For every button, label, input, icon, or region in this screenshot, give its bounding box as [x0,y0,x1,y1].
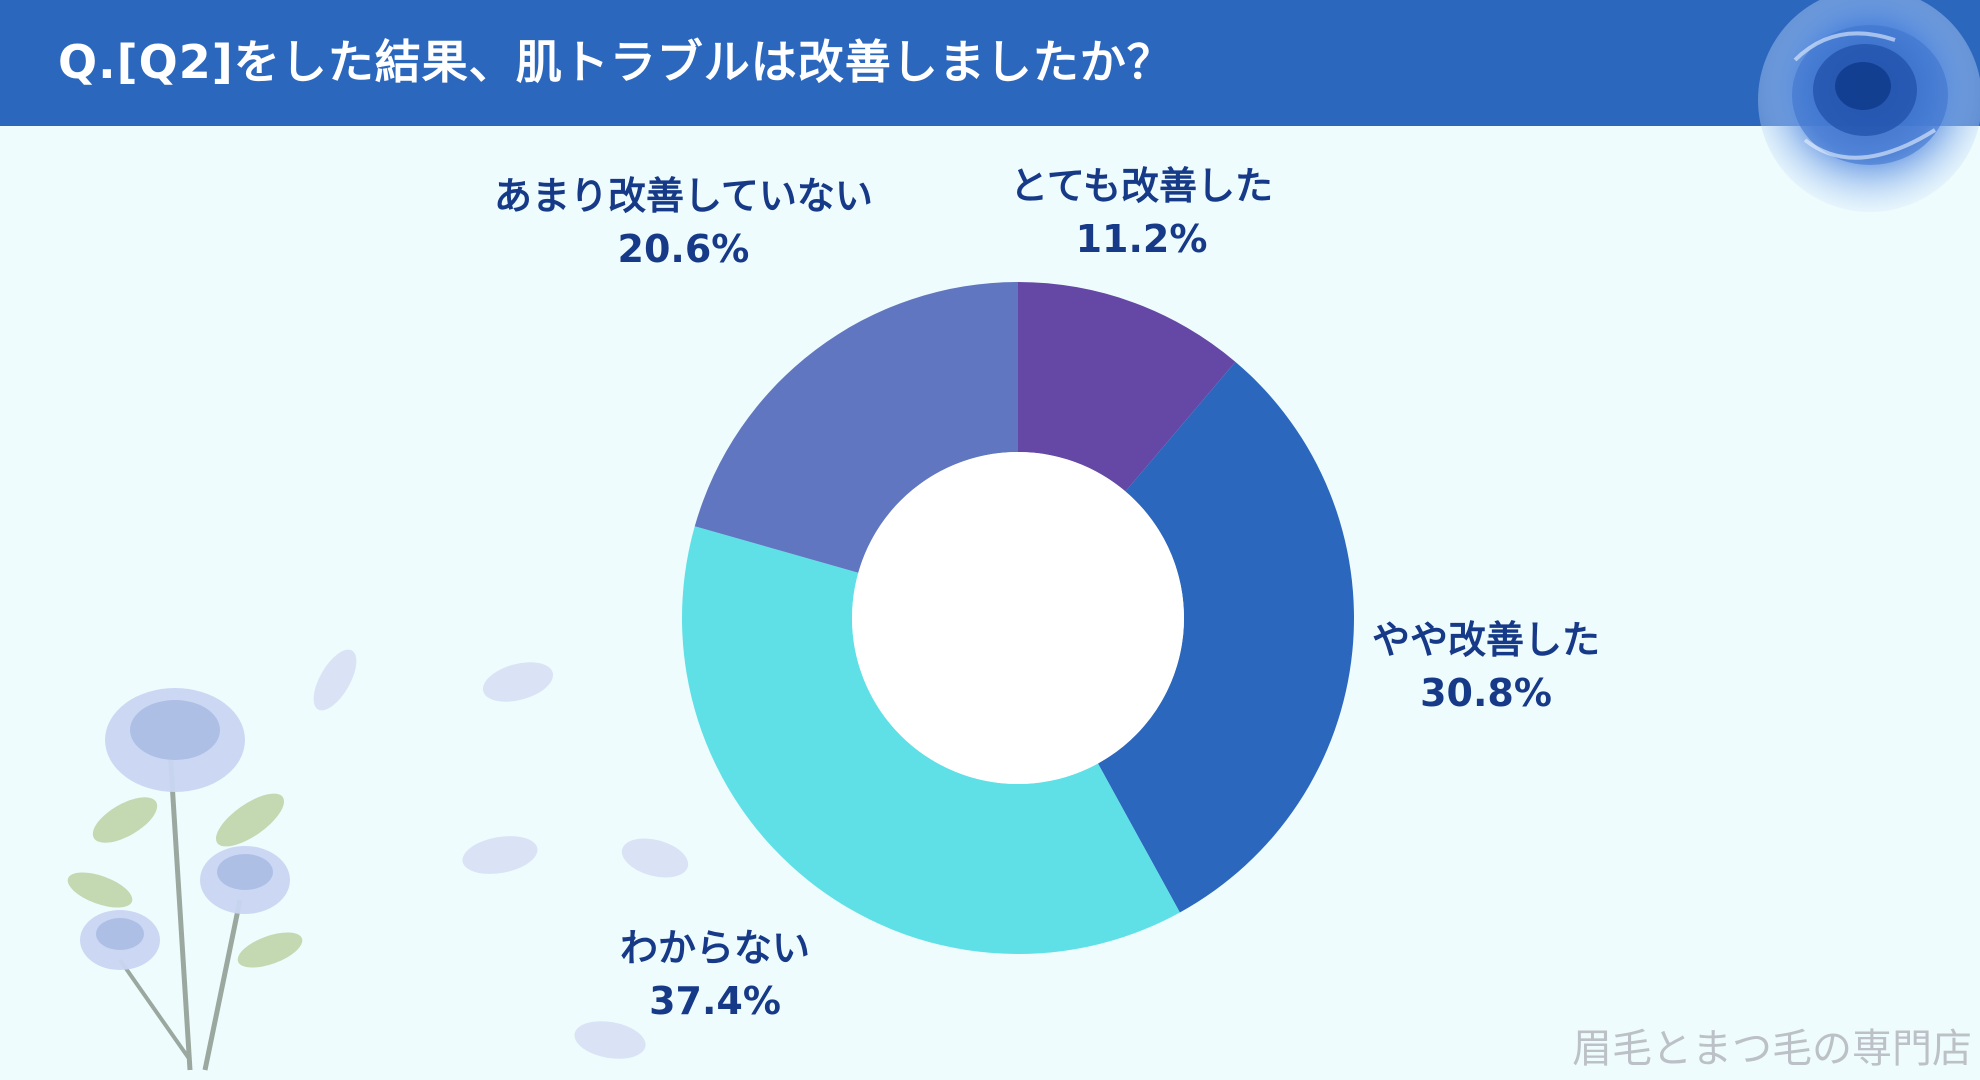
slice-label-3: あまり改善していない 20.6% [494,170,873,276]
slice-label-2: わからない 37.4% [620,922,810,1028]
slice-label-3-name: あまり改善していない [494,174,873,218]
slice-label-2-value: 37.4% [649,979,781,1024]
header-bar: Q.[Q2]をした結果、肌トラブルは改善しましたか？ [0,0,1980,126]
donut-slice-3 [694,282,1018,573]
slice-label-0-value: 11.2% [1075,217,1208,262]
slice-label-2-name: わからない [620,926,811,970]
slice-label-1: やや改善した 30.8% [1372,614,1600,720]
watermark: 眉毛とまつ毛の専門店 [1572,1026,1972,1072]
slice-label-0-name: とても改善した [1010,164,1273,208]
donut-slice-0 [1018,282,1236,492]
slice-label-1-name: やや改善した [1372,618,1601,662]
donut-hole [852,452,1184,784]
donut-slice-1 [1097,361,1355,913]
blue-rose-icon [1758,0,1980,212]
slice-label-1-value: 30.8% [1420,671,1552,716]
donut-slice-2 [682,526,1180,954]
page-title: Q.[Q2]をした結果、肌トラブルは改善しましたか？ [58,35,1174,89]
slice-label-3-value: 20.6% [617,227,750,272]
blue-rose-bouquet-icon [67,688,303,1071]
slice-label-0: とても改善した 11.2% [1010,160,1273,266]
